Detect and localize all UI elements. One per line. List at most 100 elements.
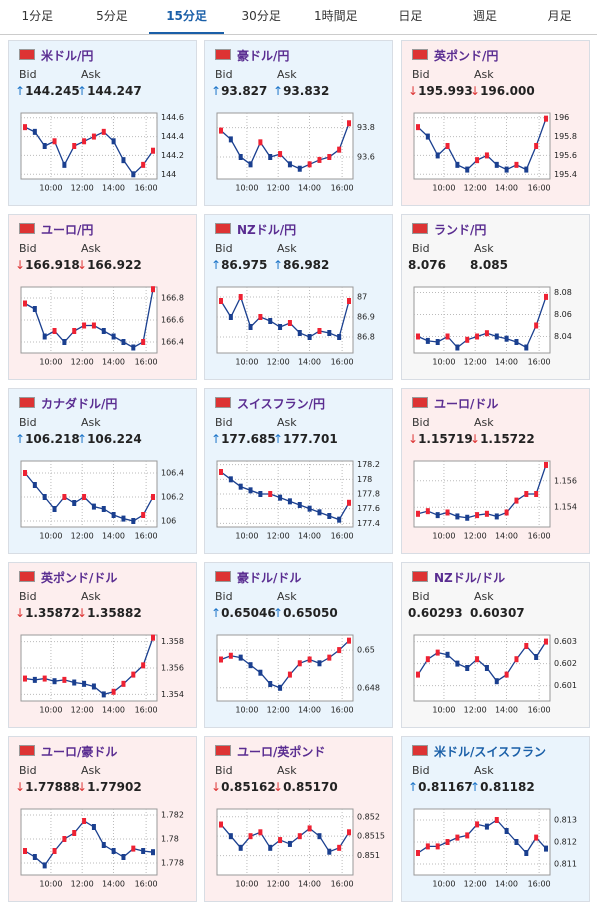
candle <box>82 494 87 500</box>
pair-title[interactable]: NZドル/円 <box>237 223 297 237</box>
x-tick-label: 14:00 <box>298 532 321 541</box>
x-tick-label: 16:00 <box>135 880 158 889</box>
candle <box>278 494 283 501</box>
candle <box>514 497 519 504</box>
candle <box>62 836 67 842</box>
ask-arrow: ↑ <box>273 606 284 620</box>
pair-title[interactable]: ランド/円 <box>434 223 487 237</box>
flag-icon <box>412 745 428 756</box>
candle <box>91 683 96 690</box>
candle <box>494 678 499 685</box>
candle <box>337 647 342 654</box>
candle <box>42 675 47 682</box>
ask-arrow: ↓ <box>77 258 88 272</box>
tab[interactable]: 5分足 <box>96 9 128 23</box>
y-tick-label: 144.4 <box>161 132 184 141</box>
candle <box>219 298 223 304</box>
tab[interactable]: 週足 <box>473 9 498 23</box>
y-tick-label: 106.4 <box>161 469 184 478</box>
x-tick-label: 10:00 <box>235 706 258 715</box>
ask-arrow: ↑ <box>273 258 284 272</box>
candle <box>52 138 57 145</box>
x-tick-label: 16:00 <box>331 532 354 541</box>
pair-title[interactable]: ユーロ/豪ドル <box>41 745 118 759</box>
candle <box>484 510 489 517</box>
pair-title[interactable]: NZドル/ドル <box>434 571 506 585</box>
candle <box>238 154 243 160</box>
tab[interactable]: 1分足 <box>21 9 54 23</box>
bid-number: 0.81167 <box>418 780 473 794</box>
candle <box>248 161 253 168</box>
candle <box>258 314 263 320</box>
pair-title[interactable]: ユーロ/円 <box>41 223 94 237</box>
tab[interactable]: 日足 <box>398 9 423 23</box>
pair-title[interactable]: ユーロ/ドル <box>434 397 499 411</box>
ask-number: 177.701 <box>283 432 338 446</box>
candle <box>23 675 27 682</box>
x-tick-label: 14:00 <box>298 706 321 715</box>
candle <box>425 133 430 140</box>
pair-title[interactable]: カナダドル/円 <box>41 397 118 411</box>
ask-value: 0.60307 <box>470 606 525 620</box>
rate-panel: 英ポンド/ドル Bid Ask ↓1.35872 ↓1.35882 1.354 1.356 1… <box>8 562 197 728</box>
candle <box>347 298 351 304</box>
candle <box>475 333 480 340</box>
ask-number: 8.085 <box>470 258 508 272</box>
candle <box>347 499 351 506</box>
bid-arrow: ↑ <box>211 606 222 620</box>
flag-icon <box>412 49 428 60</box>
x-tick-label: 16:00 <box>528 358 551 367</box>
tab[interactable]: 1時間足 <box>313 9 358 23</box>
x-tick-label: 14:00 <box>102 706 125 715</box>
flag-icon <box>215 745 231 756</box>
pair-title[interactable]: 豪ドル/円 <box>237 49 290 63</box>
candle <box>445 651 450 658</box>
bid-number: 0.60293 <box>408 606 463 620</box>
pair-title[interactable]: 豪ドル/ドル <box>237 571 302 585</box>
tab[interactable]: 15分足 <box>149 0 224 34</box>
pair-title[interactable]: 英ポンド/円 <box>434 49 499 63</box>
ask-value: ↑0.81182 <box>470 780 535 794</box>
rate-panel: 米ドル/円 Bid Ask ↑144.245 ↑144.247 144 144.2 144.4… <box>8 40 197 206</box>
candle <box>278 151 283 158</box>
candle <box>416 124 420 131</box>
y-tick-label: 177.6 <box>357 504 380 513</box>
candle <box>62 161 67 168</box>
candle <box>82 322 87 329</box>
x-tick-label: 16:00 <box>135 532 158 541</box>
candle <box>278 684 283 691</box>
candle <box>287 840 292 847</box>
candle <box>347 120 351 127</box>
ask-arrow: ↓ <box>273 780 284 794</box>
candle <box>268 491 273 497</box>
candle <box>32 306 37 312</box>
candle <box>465 665 470 671</box>
ask-value: ↓166.922 <box>77 258 142 272</box>
flag-icon <box>215 571 231 582</box>
y-tick-label: 0.603 <box>554 637 577 646</box>
candle <box>327 654 332 661</box>
pair-title[interactable]: 米ドル/円 <box>41 49 94 63</box>
pair-title[interactable]: 米ドル/スイスフラン <box>434 745 547 759</box>
bid-arrow: ↑ <box>211 84 222 98</box>
pair-title[interactable]: 英ポンド/ドル <box>41 571 118 585</box>
bid-value: ↑177.685 <box>211 432 276 446</box>
candle <box>287 671 292 678</box>
ask-value: ↓196.000 <box>470 84 535 98</box>
bid-arrow: ↓ <box>15 780 26 794</box>
x-tick-label: 14:00 <box>102 880 125 889</box>
flag-icon <box>215 49 231 60</box>
candle <box>121 854 126 860</box>
tab[interactable]: 月足 <box>547 9 572 23</box>
pair-title[interactable]: スイスフラン/円 <box>237 397 326 411</box>
pair-title[interactable]: ユーロ/英ポンド <box>237 745 326 759</box>
tab[interactable]: 30分足 <box>241 9 281 23</box>
candle <box>72 500 77 506</box>
candle <box>327 330 332 336</box>
candle <box>82 138 87 145</box>
bid-number: 166.918 <box>25 258 80 272</box>
candle <box>91 824 96 830</box>
candle <box>475 157 480 164</box>
bid-label: Bid <box>215 68 233 81</box>
candle <box>494 333 499 340</box>
